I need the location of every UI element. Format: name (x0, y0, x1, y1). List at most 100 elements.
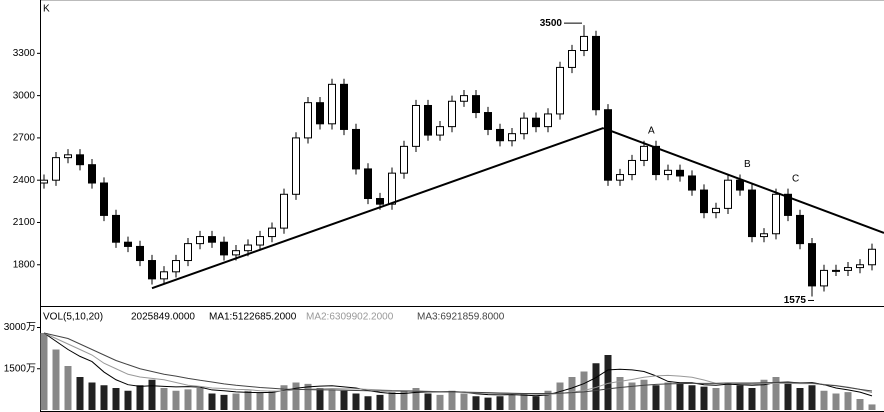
candle-body (736, 179, 744, 191)
candle-body (340, 83, 348, 130)
candle-body (136, 245, 144, 262)
volume-bar (544, 390, 552, 410)
volume-bar (160, 388, 168, 410)
volume-bar (148, 379, 156, 410)
volume-bar (796, 388, 804, 410)
candle-body (520, 117, 528, 135)
volume-name: VOL(5,10,20) (43, 312, 103, 323)
y-tick-label: 2100 (13, 217, 36, 228)
candle-body (568, 50, 576, 68)
volume-bar (412, 388, 420, 410)
annotation: B (744, 159, 751, 170)
ma-line (43, 332, 873, 394)
volume-bar (664, 382, 672, 410)
y-tick-label: 1500万 (4, 363, 36, 374)
volume-bar (484, 397, 492, 410)
candle-body (760, 233, 768, 238)
candle-body (868, 248, 876, 266)
ma-label: MA1:5122685.2000 (209, 312, 297, 323)
candle-body (604, 109, 612, 181)
volume-bar (616, 377, 624, 410)
candle-body (328, 83, 336, 125)
volume-bar (736, 385, 744, 410)
y-tick-label: 3300 (13, 48, 36, 59)
candle-body (508, 133, 516, 142)
y-tick-label: 3000 (13, 90, 36, 101)
volume-bar (220, 394, 228, 410)
candle-body (580, 35, 588, 52)
candle-body (400, 145, 408, 174)
candle-body (460, 95, 468, 102)
candle-body (448, 100, 456, 128)
candle-body (292, 137, 300, 195)
volume-bar (376, 394, 384, 410)
high-label: 3500 (540, 18, 563, 29)
volume-bar (844, 392, 852, 410)
volume-bar (184, 389, 192, 410)
candle-body (124, 241, 132, 247)
candle-body (256, 236, 264, 246)
candle-body (436, 126, 444, 136)
candle-body (184, 243, 192, 262)
volume-last: 2025849.0000 (131, 312, 195, 323)
candle-body (688, 175, 696, 191)
candle-body (712, 207, 720, 214)
candle-body (832, 269, 840, 272)
volume-bar (388, 392, 396, 410)
candle-body (484, 112, 492, 130)
candle-body (412, 104, 420, 147)
volume-bar (472, 396, 480, 410)
volume-bar (568, 377, 576, 410)
candle-body (244, 244, 252, 252)
candle-body (700, 189, 708, 214)
volume-bar (688, 385, 696, 410)
volume-bar (244, 390, 252, 410)
candle-body (364, 168, 372, 200)
candle-body (640, 145, 648, 161)
volume-bar (424, 393, 432, 410)
volume-bar (856, 399, 864, 410)
volume-bar (328, 389, 336, 410)
volume-bar (316, 388, 324, 410)
volume-bar (868, 404, 876, 410)
volume-bar (748, 388, 756, 410)
volume-bar (292, 382, 300, 410)
candle-body (280, 193, 288, 229)
volume-bar (196, 388, 204, 410)
volume-bar (448, 390, 456, 410)
volume-bar (640, 379, 648, 410)
ma-label: MA3:6921859.8000 (417, 312, 505, 323)
volume-bar (652, 385, 660, 410)
candle-body (592, 35, 600, 111)
volume-bar (400, 390, 408, 410)
volume-bar (436, 394, 444, 410)
volume-bar (76, 377, 84, 410)
candle-body (76, 154, 84, 166)
ma-label: MA2:6309902.2000 (306, 312, 394, 323)
candle-body (772, 193, 780, 235)
y-tick-label: 1800 (13, 259, 36, 270)
volume-bar (40, 333, 48, 410)
candle-body (544, 113, 552, 128)
candle-body (844, 267, 852, 271)
volume-bar (268, 390, 276, 410)
volume-bar (460, 393, 468, 410)
volume-bar (52, 349, 60, 410)
volume-bar (280, 385, 288, 410)
trend-line (602, 127, 884, 234)
annotation: C (792, 173, 799, 184)
candle-body (316, 102, 324, 125)
candle-body (148, 260, 156, 280)
volume-bar (700, 386, 708, 410)
annotation: A (648, 125, 655, 136)
candle-body (664, 169, 672, 176)
candle-body (112, 214, 120, 243)
candle-body (784, 193, 792, 216)
y-tick-label: 2700 (13, 133, 36, 144)
candle-body (652, 145, 660, 176)
candle-body (304, 102, 312, 139)
volume-bar (724, 382, 732, 410)
volume-bar (808, 385, 816, 410)
volume-bar (340, 390, 348, 410)
volume-bar (772, 377, 780, 410)
